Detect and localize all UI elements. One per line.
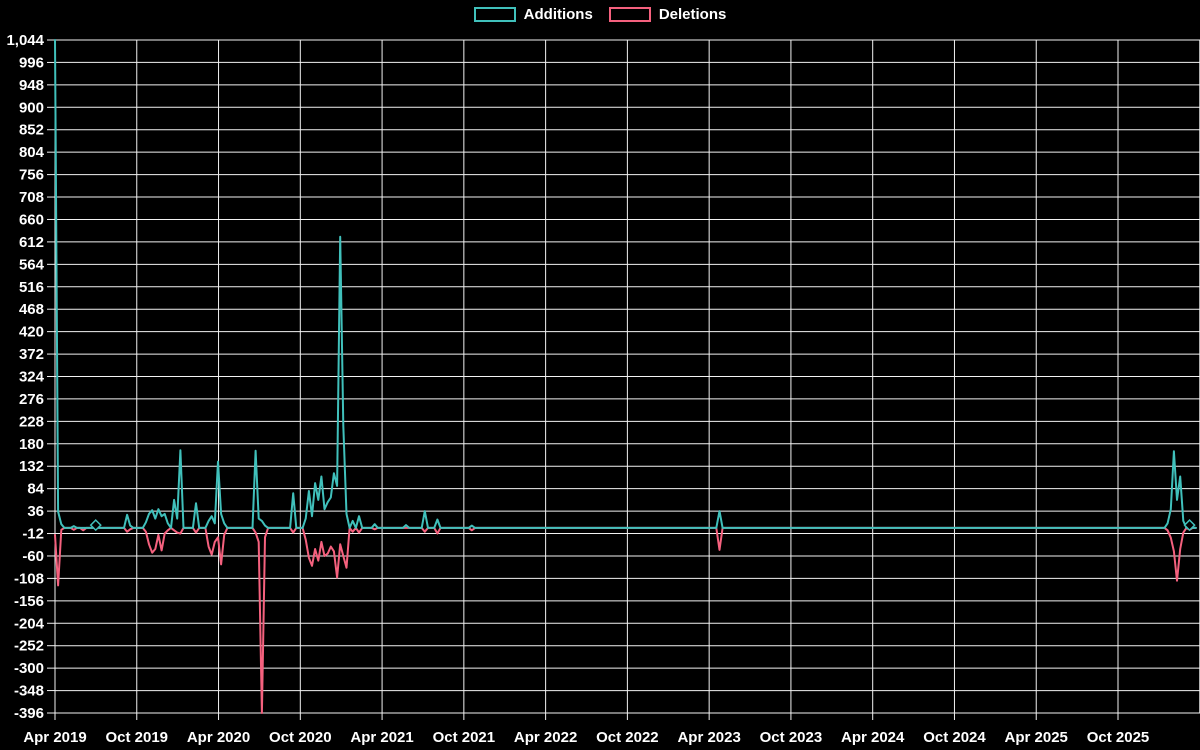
y-tick-label: 36 — [27, 503, 44, 520]
x-tick-label: Apr 2023 — [677, 729, 740, 746]
y-tick-label: -252 — [14, 638, 44, 655]
y-tick-label: -300 — [14, 660, 44, 677]
additions-swatch-icon — [473, 7, 516, 22]
y-tick-label: 1,044 — [6, 32, 44, 49]
y-tick-label: 756 — [19, 167, 44, 184]
x-tick-label: Apr 2021 — [350, 729, 413, 746]
point-marker-additions — [89, 519, 102, 532]
legend-item-deletions[interactable]: Deletions — [608, 6, 727, 23]
y-tick-label: 564 — [19, 256, 45, 273]
x-tick-label: Oct 2020 — [269, 729, 332, 746]
y-tick-label: -348 — [14, 683, 44, 700]
y-axis-labels: 1,044 996 948 900 852 804 756 708 660 612 564 516 46… — [6, 32, 44, 722]
deletions-swatch-icon — [608, 7, 651, 22]
x-axis-labels: Apr 2019 Oct 2019 Apr 2020 Oct 2020 Apr 2021… — [23, 729, 1149, 746]
x-tick-label: Oct 2024 — [923, 729, 986, 746]
y-tick-label: -396 — [14, 705, 44, 722]
y-tick-label: 900 — [19, 99, 44, 116]
y-tick-label: 84 — [27, 481, 44, 498]
series-line-additions — [54, 39, 1197, 529]
x-tick-label: Oct 2019 — [105, 729, 168, 746]
x-tick-label: Apr 2022 — [514, 729, 577, 746]
y-tick-label: 372 — [19, 346, 44, 363]
y-tick-label: 276 — [19, 391, 44, 408]
x-tick-label: Apr 2020 — [187, 729, 250, 746]
x-tick-label: Oct 2021 — [433, 729, 496, 746]
x-tick-label: Oct 2023 — [760, 729, 823, 746]
legend-label-deletions: Deletions — [658, 6, 727, 23]
y-tick-label: 516 — [19, 279, 44, 296]
y-axis-ticks — [47, 39, 55, 714]
y-tick-label: -60 — [22, 548, 44, 565]
legend-item-additions[interactable]: Additions — [473, 6, 593, 23]
y-tick-label: 324 — [19, 369, 45, 386]
y-tick-label: 132 — [19, 458, 44, 475]
y-tick-label: 996 — [19, 54, 44, 71]
x-axis-ticks — [54, 713, 1119, 720]
x-tick-label: Apr 2025 — [1005, 729, 1068, 746]
y-tick-label: 660 — [19, 211, 44, 228]
y-tick-label: 180 — [19, 436, 44, 453]
chart-legend: Additions Deletions — [0, 6, 1200, 23]
legend-label-additions: Additions — [523, 6, 593, 23]
y-tick-label: 612 — [19, 234, 44, 251]
x-tick-label: Apr 2019 — [23, 729, 86, 746]
y-tick-label: -156 — [14, 593, 44, 610]
y-tick-label: 804 — [19, 144, 45, 161]
y-tick-label: 468 — [19, 301, 44, 318]
y-tick-label: 852 — [19, 122, 44, 139]
y-tick-label: -12 — [22, 526, 44, 543]
y-tick-label: -108 — [14, 570, 44, 587]
x-tick-label: Apr 2024 — [841, 729, 905, 746]
y-tick-label: 420 — [19, 324, 44, 341]
y-tick-label: 708 — [19, 189, 44, 206]
y-tick-label: -204 — [14, 615, 45, 632]
y-tick-label: 228 — [19, 413, 44, 430]
y-tick-label: 948 — [19, 77, 44, 94]
point-marker-additions — [1183, 519, 1196, 532]
x-tick-label: Oct 2025 — [1087, 729, 1150, 746]
x-tick-label: Oct 2022 — [596, 729, 659, 746]
